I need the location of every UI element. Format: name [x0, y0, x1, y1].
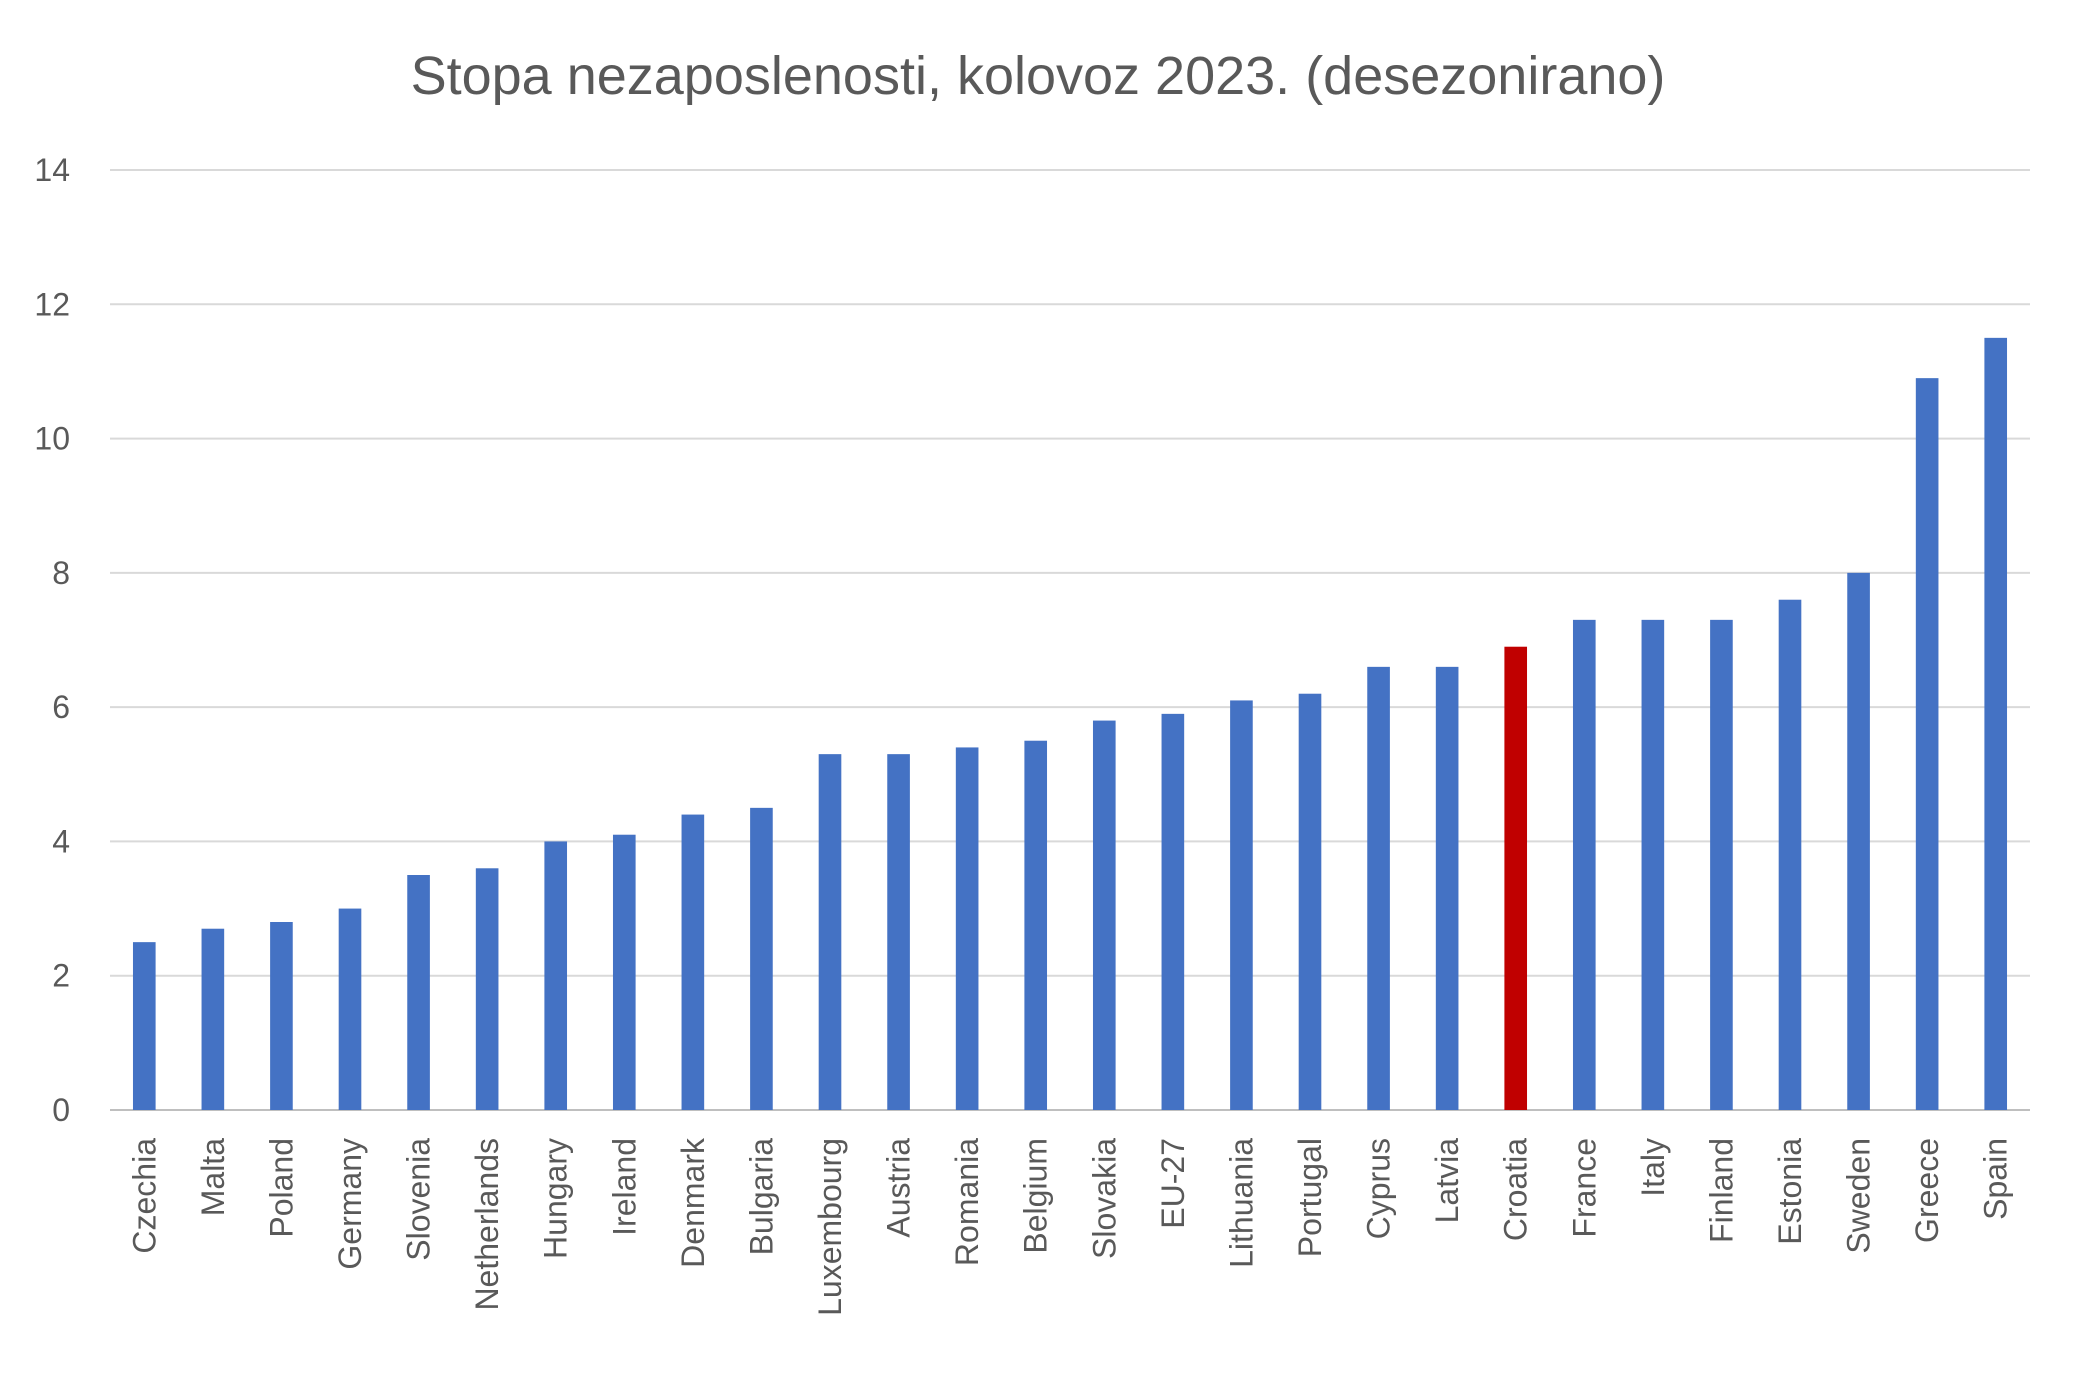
x-tick-label: EU-27 [1155, 1138, 1191, 1229]
x-tick-label: Czechia [126, 1138, 162, 1254]
bar-spain [1984, 338, 2007, 1110]
y-tick-label: 4 [52, 823, 70, 859]
bars [133, 338, 2007, 1110]
x-tick-label: Cyprus [1361, 1138, 1397, 1239]
x-tick-label: Hungary [538, 1138, 574, 1259]
bar-latvia [1436, 667, 1459, 1110]
x-tick-label: Spain [1978, 1138, 2014, 1220]
bar-cyprus [1367, 667, 1390, 1110]
x-tick-label: Greece [1909, 1138, 1945, 1243]
bar-malta [202, 929, 225, 1110]
bar-finland [1710, 620, 1733, 1110]
bar-bulgaria [750, 808, 773, 1110]
bar-greece [1916, 378, 1939, 1110]
x-tick-label: Bulgaria [743, 1138, 779, 1256]
bar-poland [270, 922, 293, 1110]
bar-germany [339, 909, 362, 1110]
y-tick-label: 8 [52, 555, 70, 591]
bar-croatia [1504, 647, 1527, 1110]
x-tick-label: Malta [195, 1138, 231, 1216]
bar-estonia [1779, 600, 1802, 1110]
bar-romania [956, 747, 979, 1110]
y-tick-label: 14 [34, 152, 70, 188]
x-tick-label: Slovakia [1086, 1138, 1122, 1259]
bar-belgium [1024, 741, 1047, 1110]
bar-luxembourg [819, 754, 842, 1110]
bar-france [1573, 620, 1596, 1110]
bar-portugal [1299, 694, 1322, 1110]
x-tick-label: Denmark [675, 1137, 711, 1268]
bar-netherlands [476, 868, 499, 1110]
y-tick-label: 12 [34, 286, 70, 322]
x-axis-ticks: Czechia Malta Poland Germany Slovenia Netherl… [126, 1137, 2013, 1316]
chart-title: Stopa nezaposlenosti, kolovoz 2023. (des… [411, 46, 1666, 106]
bar-austria [887, 754, 910, 1110]
x-tick-label: Lithuania [1223, 1138, 1259, 1268]
x-tick-label: Latvia [1429, 1138, 1465, 1224]
y-axis-ticks: 0 2 4 6 8 10 12 14 [34, 152, 70, 1128]
bar-hungary [544, 841, 567, 1110]
bar-czechia [133, 942, 156, 1110]
x-tick-label: France [1566, 1138, 1602, 1238]
bar-denmark [682, 815, 705, 1110]
chart-container: Stopa nezaposlenosti, kolovoz 2023. (des… [0, 0, 2076, 1375]
y-tick-label: 0 [52, 1092, 70, 1128]
bar-slovakia [1093, 721, 1116, 1110]
x-tick-label: Belgium [1018, 1138, 1054, 1254]
x-tick-label: Estonia [1772, 1138, 1808, 1245]
bar-chart: Stopa nezaposlenosti, kolovoz 2023. (des… [0, 0, 2076, 1375]
bar-eu-27 [1162, 714, 1185, 1110]
x-tick-label: Netherlands [469, 1138, 505, 1311]
y-tick-label: 6 [52, 689, 70, 725]
x-tick-label: Slovenia [401, 1138, 437, 1261]
gridlines [110, 170, 2030, 1110]
x-tick-label: Sweden [1841, 1138, 1877, 1254]
x-tick-label: Ireland [606, 1138, 642, 1236]
bar-ireland [613, 835, 636, 1110]
bar-slovenia [407, 875, 430, 1110]
bar-sweden [1847, 573, 1870, 1110]
y-tick-label: 10 [34, 421, 70, 457]
x-tick-label: Portugal [1292, 1138, 1328, 1257]
x-tick-label: Croatia [1498, 1138, 1534, 1241]
x-tick-label: Germany [332, 1138, 368, 1270]
x-tick-label: Finland [1703, 1138, 1739, 1243]
x-tick-label: Romania [949, 1138, 985, 1266]
x-tick-label: Luxembourg [812, 1138, 848, 1316]
y-tick-label: 2 [52, 958, 70, 994]
x-tick-label: Austria [881, 1138, 917, 1238]
bar-italy [1642, 620, 1665, 1110]
x-tick-label: Poland [263, 1138, 299, 1238]
bar-lithuania [1230, 700, 1253, 1110]
x-tick-label: Italy [1635, 1138, 1671, 1197]
